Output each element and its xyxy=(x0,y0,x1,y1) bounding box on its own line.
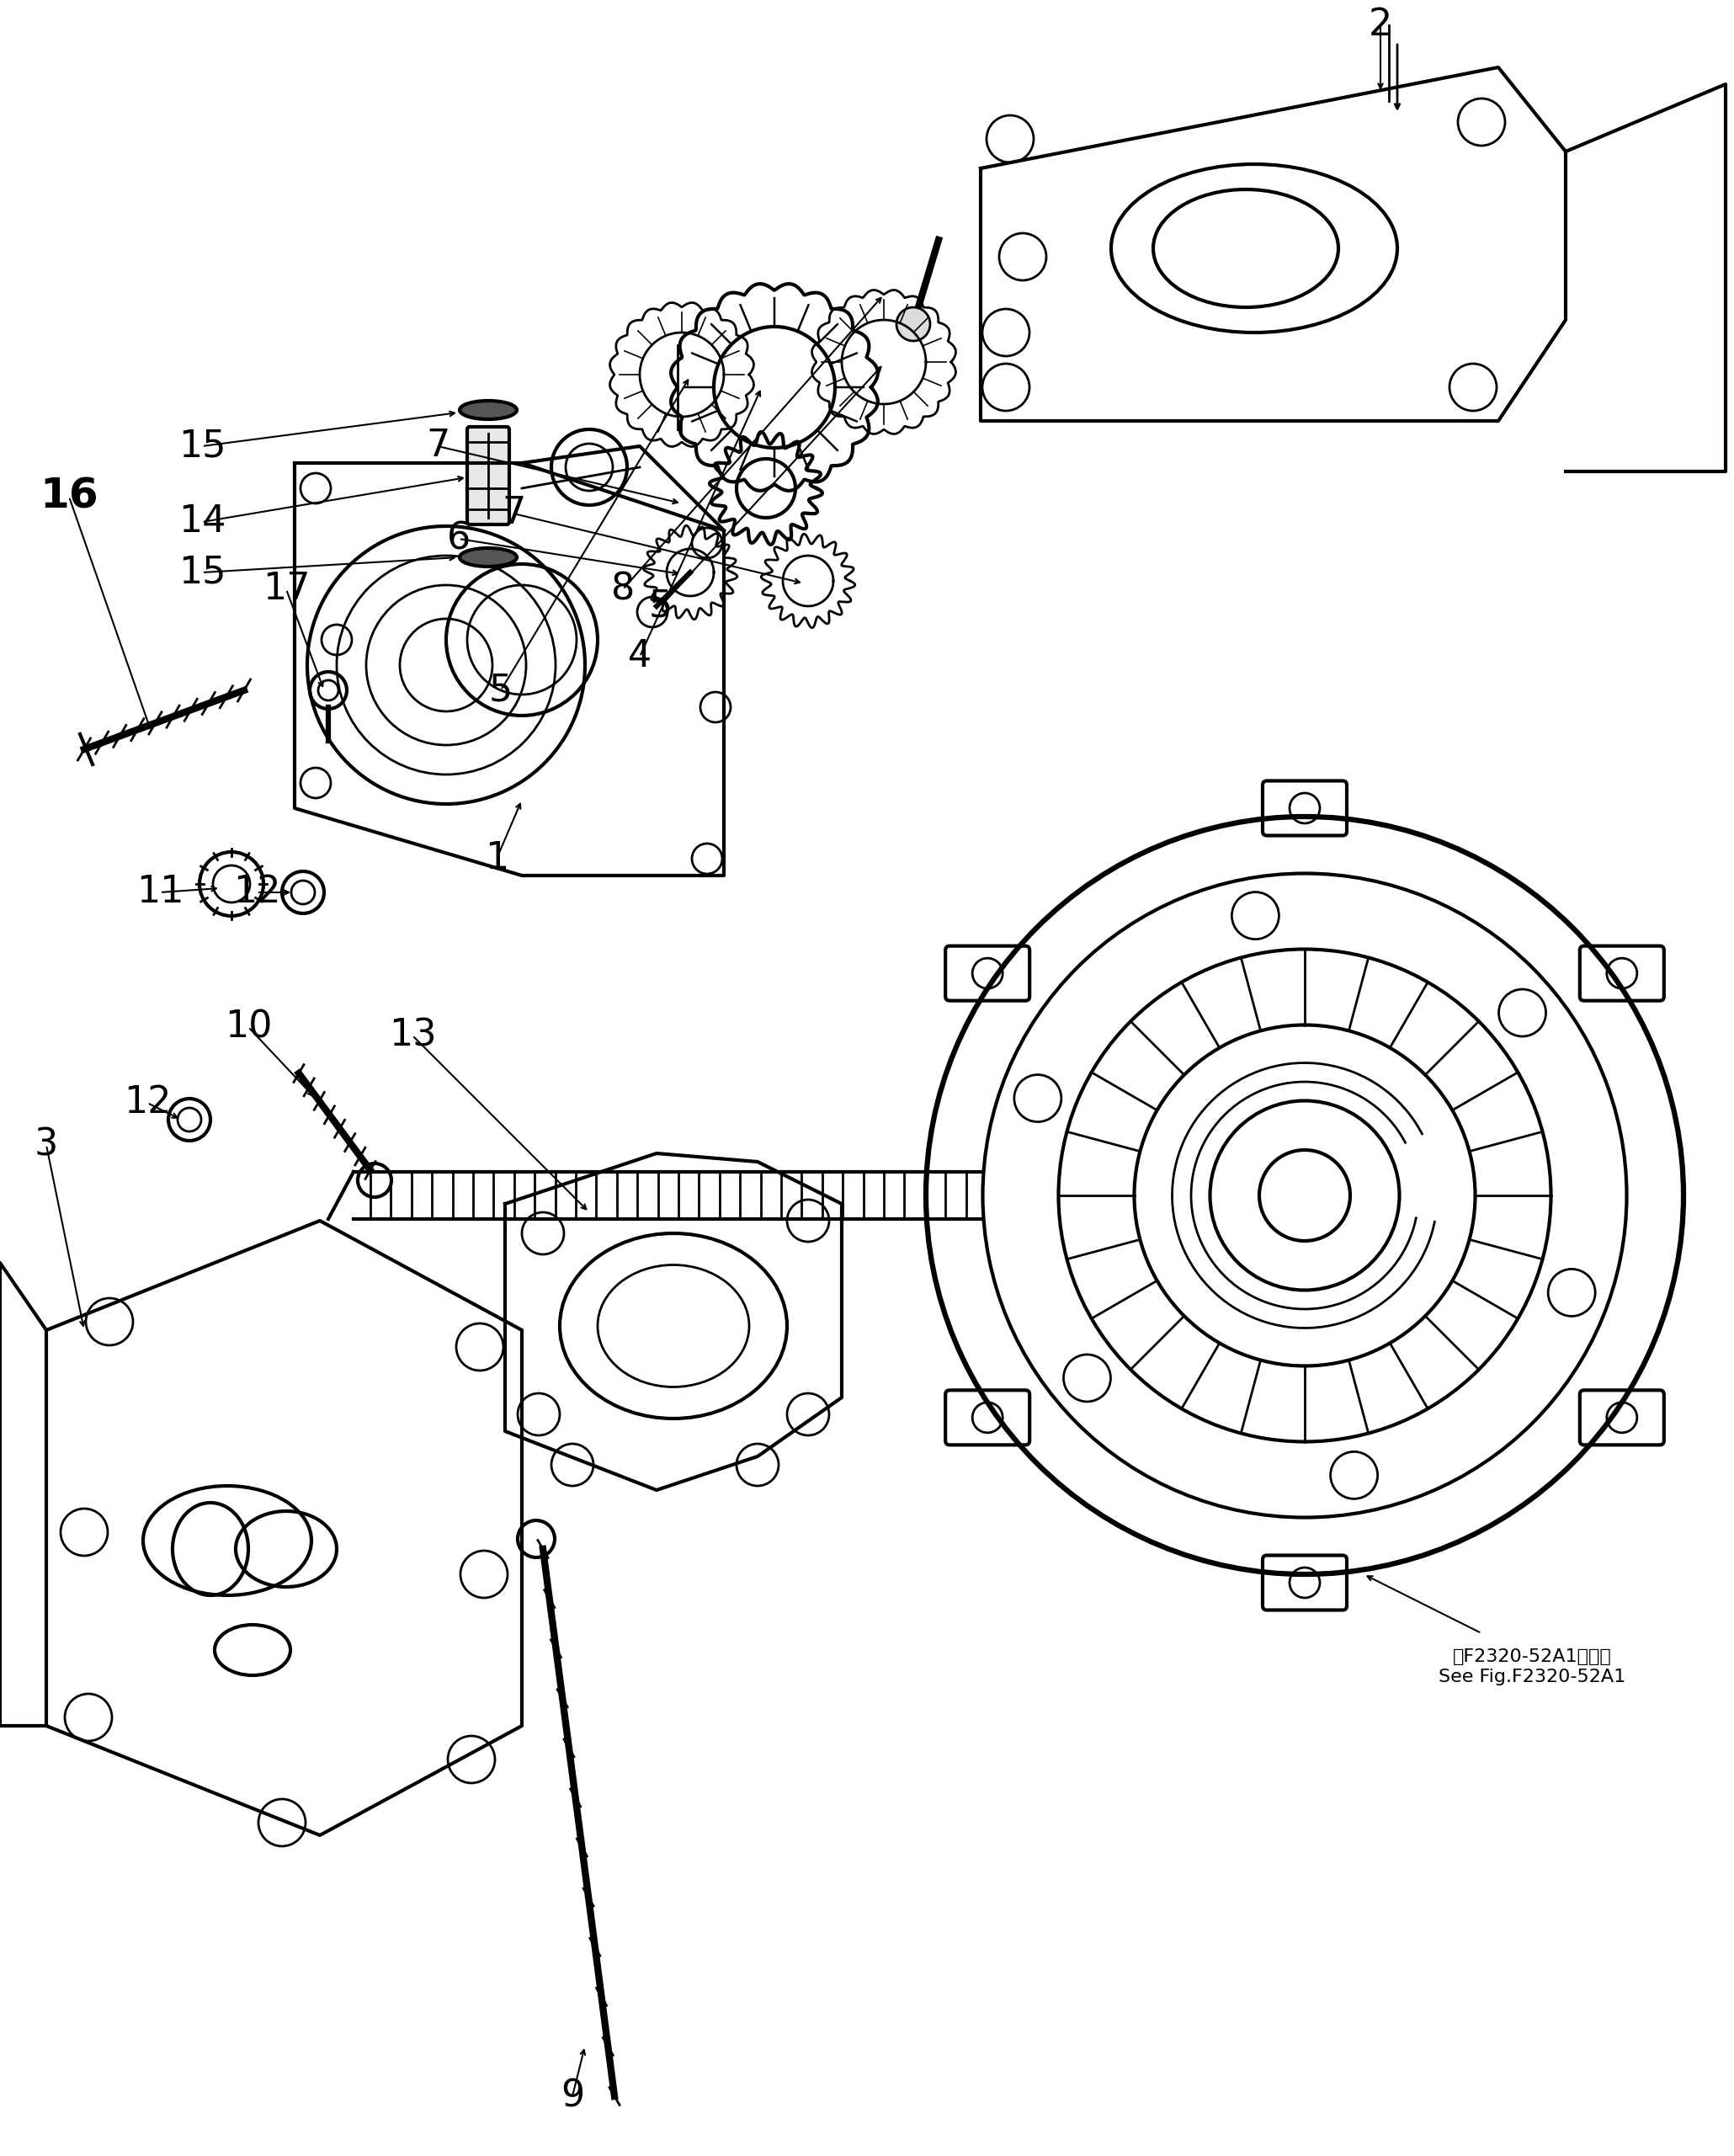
Text: 16: 16 xyxy=(40,476,99,517)
Text: 5: 5 xyxy=(489,673,513,709)
Circle shape xyxy=(896,308,929,341)
Polygon shape xyxy=(505,1153,841,1490)
Text: 6: 6 xyxy=(447,522,470,556)
Polygon shape xyxy=(47,1220,522,1835)
Text: 15: 15 xyxy=(179,554,225,591)
FancyBboxPatch shape xyxy=(945,946,1030,1000)
Ellipse shape xyxy=(460,401,517,418)
Text: 12: 12 xyxy=(123,1084,172,1121)
Text: 3: 3 xyxy=(35,1128,59,1162)
Text: 15: 15 xyxy=(179,429,225,464)
Text: 第F2320-52A1図参照
See Fig.F2320-52A1: 第F2320-52A1図参照 See Fig.F2320-52A1 xyxy=(1439,1649,1625,1686)
Text: 8: 8 xyxy=(610,571,635,608)
Text: 17: 17 xyxy=(262,571,310,608)
Text: 4: 4 xyxy=(628,638,652,675)
Text: 7: 7 xyxy=(427,429,449,464)
FancyBboxPatch shape xyxy=(1262,1554,1347,1611)
Ellipse shape xyxy=(460,548,517,567)
Text: 9: 9 xyxy=(560,2078,584,2115)
Text: 14: 14 xyxy=(179,505,225,539)
Text: 5: 5 xyxy=(649,589,673,625)
Polygon shape xyxy=(981,67,1566,420)
FancyBboxPatch shape xyxy=(1580,946,1665,1000)
Text: 11: 11 xyxy=(137,875,184,910)
Polygon shape xyxy=(295,464,723,875)
FancyBboxPatch shape xyxy=(1262,780,1347,837)
Text: 1: 1 xyxy=(486,841,508,877)
Text: 7: 7 xyxy=(501,496,525,533)
Text: 12: 12 xyxy=(232,875,281,910)
Text: 10: 10 xyxy=(224,1009,272,1046)
FancyBboxPatch shape xyxy=(1580,1391,1665,1445)
FancyBboxPatch shape xyxy=(945,1391,1030,1445)
Text: 13: 13 xyxy=(388,1018,437,1054)
FancyBboxPatch shape xyxy=(466,427,510,524)
Text: 2: 2 xyxy=(1368,6,1392,43)
